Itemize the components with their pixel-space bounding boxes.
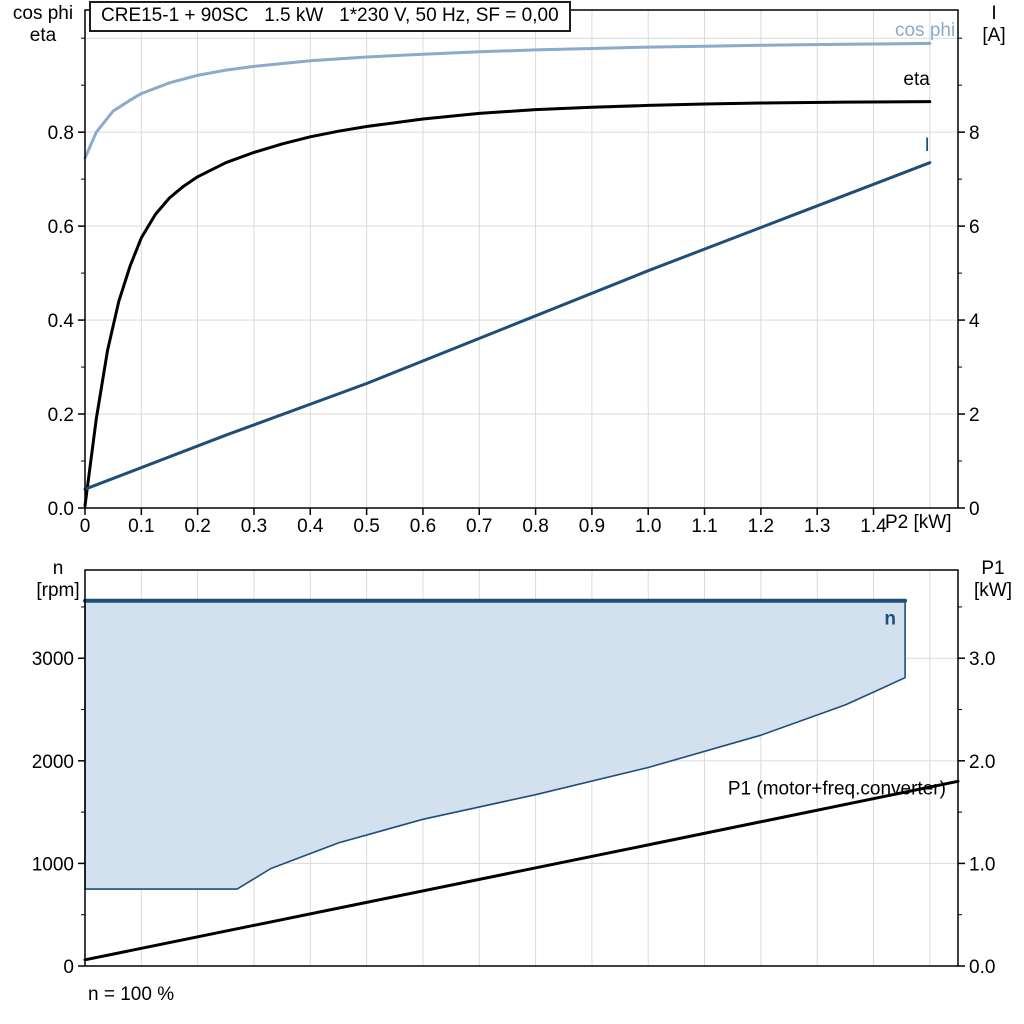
eta-curve xyxy=(83,100,932,508)
right-tick-label: 3.0 xyxy=(969,649,995,670)
speed-unit-label: [rpm] xyxy=(36,580,80,601)
eta-axis-label: eta xyxy=(29,25,57,46)
cos-phi-axis-label: cos phi xyxy=(12,3,74,24)
left-tick-label: 0.4 xyxy=(48,311,75,332)
left-tick-label: 0 xyxy=(63,957,74,978)
current-unit-label: [A] xyxy=(982,25,1006,46)
x-tick-label: 0.5 xyxy=(353,516,379,537)
x-tick-label: 0.7 xyxy=(466,516,492,537)
left-tick-label: 1000 xyxy=(32,854,74,875)
right-tick-label: 8 xyxy=(969,123,980,144)
current-curve xyxy=(83,161,932,491)
chart-title-box: CRE15-1 + 90SC 1.5 kW 1*230 V, 50 Hz, SF… xyxy=(89,1,571,32)
x-tick-label: 1.4 xyxy=(860,516,887,537)
x-tick-label: 1.2 xyxy=(748,516,774,537)
eta-curve-label: eta xyxy=(903,69,930,90)
right-tick-label: 4 xyxy=(969,311,980,332)
top-right-axis-title: I [A] xyxy=(968,3,1020,47)
top-left-axis-title: cos phi eta xyxy=(4,3,82,47)
cos-phi-curve-label: cos phi xyxy=(895,20,955,41)
cos-phi-curve xyxy=(83,41,932,160)
x-tick-label: 0.9 xyxy=(579,516,605,537)
left-tick-label: 3000 xyxy=(32,649,74,670)
x-tick-label: 1.0 xyxy=(635,516,661,537)
x-axis-label-n100: n = 100 % xyxy=(88,984,175,1005)
x-tick-label: 0.4 xyxy=(297,516,324,537)
x-tick-label: 0.8 xyxy=(522,516,548,537)
right-tick-label: 1.0 xyxy=(969,854,995,875)
x-tick-label: 0.6 xyxy=(410,516,436,537)
p1-unit-label: [kW] xyxy=(974,580,1012,601)
left-tick-label: 0.0 xyxy=(48,499,74,520)
left-tick-label: 0.6 xyxy=(48,217,74,238)
right-tick-label: 0.0 xyxy=(969,957,995,978)
p1-axis-label: P1 xyxy=(981,558,1005,579)
x-tick-label: 1.1 xyxy=(691,516,717,537)
right-tick-label: 2 xyxy=(969,405,980,426)
left-tick-label: 0.8 xyxy=(48,123,74,144)
left-tick-label: 2000 xyxy=(32,752,74,773)
plot-frame xyxy=(84,569,959,967)
left-tick-label: 0.2 xyxy=(48,405,74,426)
p1-curve-label: P1 (motor+freq.converter) xyxy=(728,779,946,800)
speed-envelope-label: n xyxy=(884,608,896,629)
p1-curve xyxy=(83,779,960,962)
current-curve-label: I xyxy=(925,135,930,156)
plot-frame xyxy=(84,9,959,509)
x-tick-label: 1.3 xyxy=(804,516,830,537)
right-tick-label: 6 xyxy=(969,217,980,238)
current-axis-label: I xyxy=(991,3,997,24)
x-tick-label: 0.3 xyxy=(241,516,267,537)
right-tick-label: 2.0 xyxy=(969,752,995,773)
x-tick-label: 0.2 xyxy=(184,516,210,537)
x-axis-label-p2: P2 [kW] xyxy=(885,512,952,533)
bottom-right-axis-title: P1 [kW] xyxy=(964,558,1022,602)
x-tick-label: 0.1 xyxy=(128,516,154,537)
speed-axis-label: n xyxy=(52,558,64,579)
right-tick-label: 0 xyxy=(969,499,980,520)
bottom-left-axis-title: n [rpm] xyxy=(24,558,92,602)
speed-envelope-area xyxy=(84,600,906,890)
x-tick-label: 0 xyxy=(80,516,91,537)
